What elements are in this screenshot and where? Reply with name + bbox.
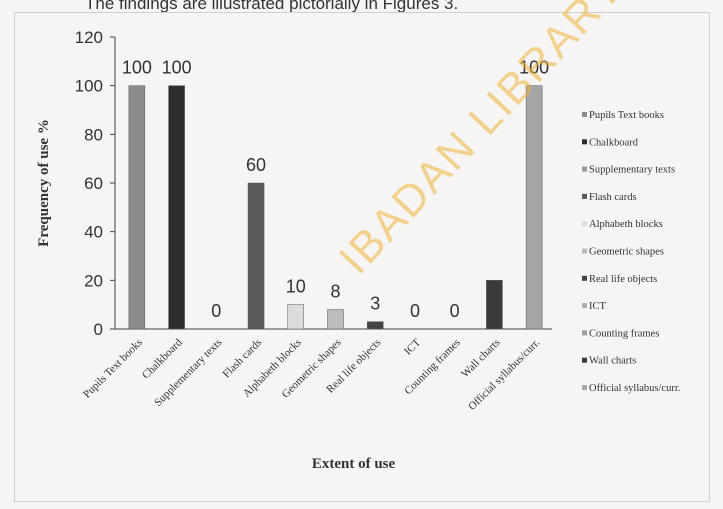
legend-entry: ICT	[589, 301, 607, 312]
data-label: 0	[211, 301, 221, 321]
y-axis-title: Frequency of use %	[36, 119, 52, 247]
y-tick-label: 120	[75, 28, 103, 47]
figure-caption: The findings are illustrated pictorially…	[85, 0, 459, 13]
data-label: 0	[410, 301, 420, 321]
legend-entry: Chalkboard	[589, 137, 639, 148]
bar-10	[525, 85, 543, 330]
legend-entry: Wall charts	[589, 356, 636, 367]
legend-swatch	[582, 303, 587, 309]
data-label: 8	[330, 282, 340, 302]
bar-5	[327, 309, 344, 330]
data-label: 100	[122, 58, 152, 78]
legend-entry: Supplementary texts	[589, 165, 675, 176]
legend-entry: Flash cards	[589, 192, 637, 203]
data-label: 10	[286, 277, 306, 297]
legend-entry: Geometric shapes	[589, 247, 664, 258]
legend-swatch	[582, 221, 587, 227]
data-label: 3	[370, 294, 380, 314]
chart-frame	[14, 12, 710, 502]
legend-swatch	[582, 193, 587, 199]
legend-swatch	[582, 357, 587, 363]
legend-entry: Real life objects	[589, 274, 657, 285]
bar-6	[366, 321, 384, 330]
bar-3	[247, 182, 265, 330]
category-label: Official syllabus/curr.	[466, 336, 542, 412]
y-tick-label: 60	[84, 174, 103, 193]
data-label: 0	[450, 301, 460, 321]
y-tick-label: 20	[84, 271, 103, 290]
bar-4	[287, 304, 305, 330]
legend-entry: Official syllabus/curr.	[589, 383, 680, 394]
bar-0	[128, 85, 146, 330]
category-label: Pupils Text books	[81, 337, 145, 401]
x-axis-title: Extent of use	[312, 456, 396, 472]
legend-swatch	[582, 385, 587, 390]
data-label: 60	[246, 155, 266, 175]
legend-swatch	[582, 166, 587, 172]
legend-entry: Counting frames	[589, 328, 659, 339]
category-label: ICT	[402, 336, 423, 357]
legend-entry: Alphabeth blocks	[589, 219, 663, 230]
y-tick-label: 0	[94, 320, 103, 339]
y-tick-label: 80	[84, 125, 103, 144]
y-tick-label: 100	[75, 77, 103, 96]
legend-swatch	[582, 112, 587, 117]
legend-entry: Pupils Text books	[589, 110, 664, 121]
category-label: Supplementary texts	[152, 337, 224, 409]
bar-9	[486, 280, 503, 330]
legend-swatch	[582, 275, 587, 281]
bar-1	[168, 85, 185, 330]
data-label: 100	[519, 58, 549, 78]
y-tick-label: 40	[84, 223, 103, 242]
data-label: 100	[162, 58, 192, 78]
legend-swatch	[582, 330, 587, 336]
legend-swatch	[582, 139, 587, 145]
legend-swatch	[582, 248, 587, 254]
